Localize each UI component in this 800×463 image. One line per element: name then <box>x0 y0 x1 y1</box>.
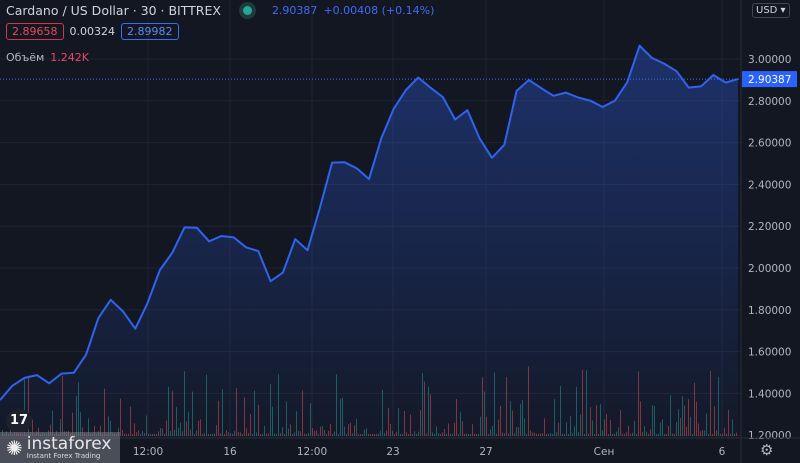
price-change: +0.00408 (+0.14%) <box>323 4 435 17</box>
time-tick-label: 27 <box>479 446 492 458</box>
chart-legend: Cardano / US Dollar · 30 · BITTREX 2.903… <box>6 3 434 18</box>
market-status-icon <box>242 6 252 15</box>
symbol-title[interactable]: Cardano / US Dollar · 30 · BITTREX <box>6 3 221 18</box>
quote-row: 2.89658 0.00324 2.89982 <box>6 23 179 40</box>
price-tick-label: 1.80000 <box>748 305 791 317</box>
tradingview-logo: 17 <box>6 409 32 433</box>
time-tick-label: Сен <box>594 446 615 458</box>
price-tick-label: 2.60000 <box>748 138 791 150</box>
price-tick-label: 2.00000 <box>748 263 791 275</box>
price-tick-label: 3.00000 <box>748 54 791 66</box>
settings-gear-icon[interactable]: ⚙ <box>760 441 774 459</box>
buy-price-button[interactable]: 2.89982 <box>121 23 179 40</box>
spread: 0.00324 <box>69 25 116 38</box>
volume-legend: Объём 1.242K <box>6 51 89 64</box>
time-tick-label: 6 <box>719 446 726 458</box>
current-price-badge <box>742 71 797 88</box>
instaforex-watermark: ✺ instaforex Instant Forex Trading <box>0 432 120 463</box>
currency-dropdown[interactable]: USD ▾ <box>752 3 790 18</box>
price-tick-label: 1.40000 <box>748 388 791 400</box>
last-price: 2.90387 <box>271 4 318 17</box>
price-tick-label: 2.80000 <box>748 96 791 108</box>
price-tick-label: 2.20000 <box>748 221 791 233</box>
time-tick-label: 12:00 <box>297 446 327 458</box>
time-tick-label: 16 <box>223 446 237 458</box>
instaforex-logo-icon: ✺ <box>6 435 23 460</box>
price-line <box>0 44 739 401</box>
price-tick-label: 1.20000 <box>748 430 791 442</box>
price-tick-label: 1.60000 <box>748 347 791 359</box>
sell-price-button[interactable]: 2.89658 <box>6 23 64 40</box>
time-tick-label: 12:00 <box>133 446 163 458</box>
price-tick-label: 2.40000 <box>748 179 791 191</box>
time-tick-label: 23 <box>386 446 399 458</box>
price-area-fill <box>0 45 738 438</box>
current-price-label: 2.90387 <box>748 74 791 86</box>
